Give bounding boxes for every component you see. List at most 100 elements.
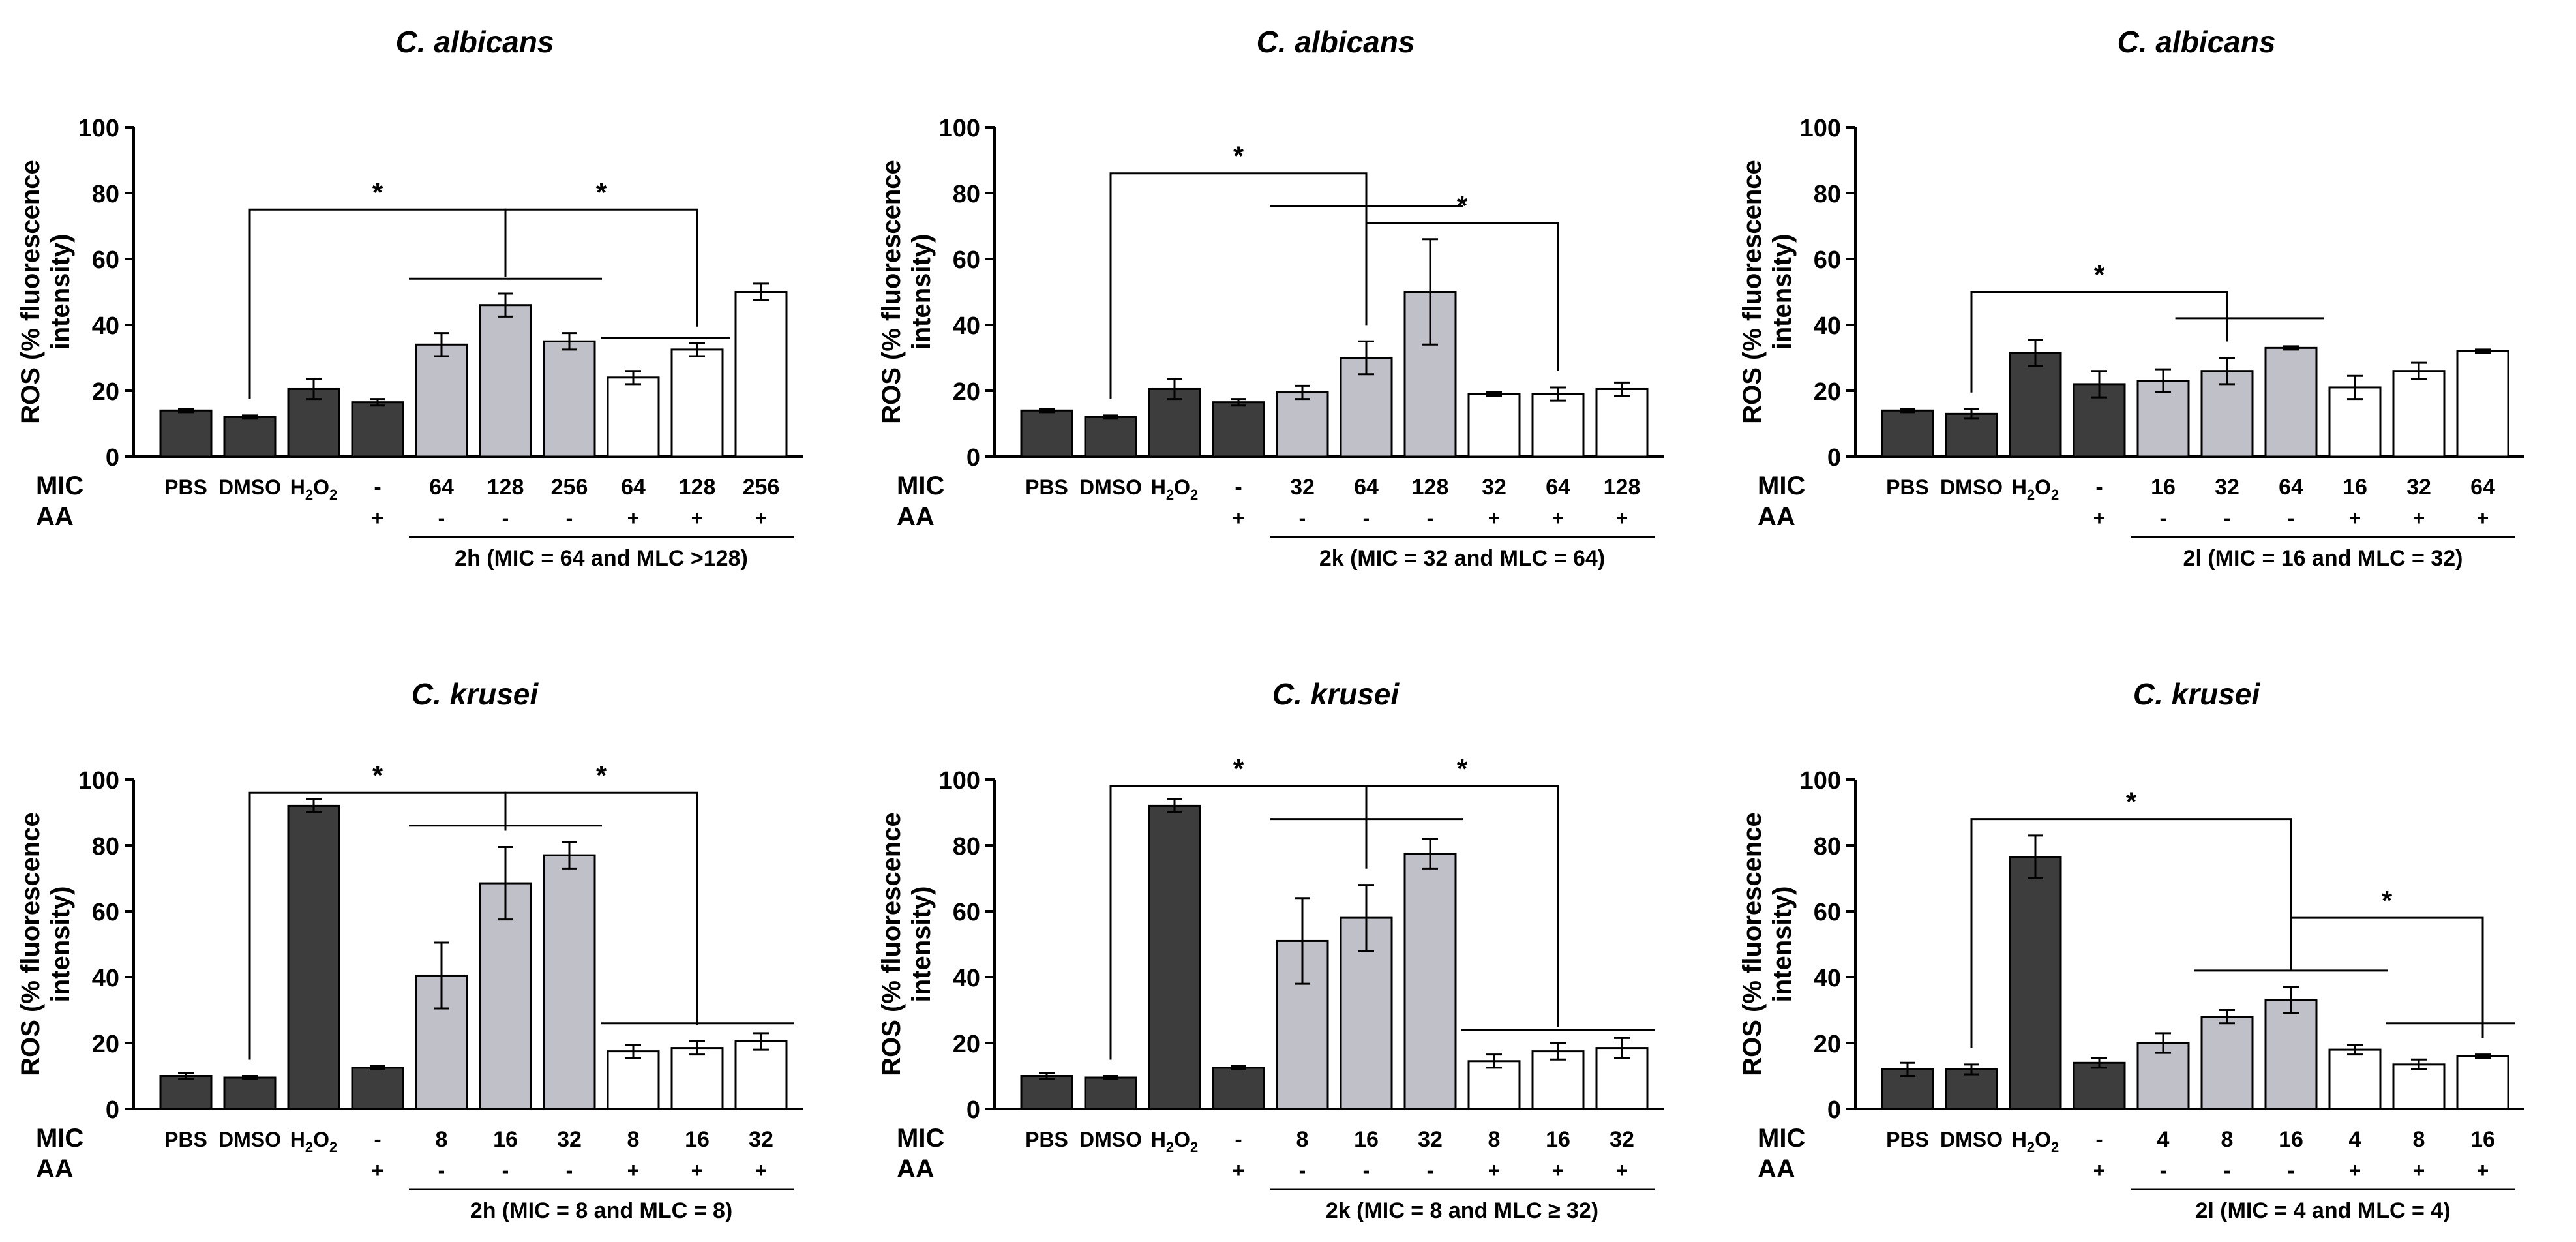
bar: [1020, 409, 1073, 458]
category-label: PBS: [1886, 476, 1929, 499]
significance-bracket: [504, 208, 698, 327]
aa-value: +: [1233, 506, 1245, 530]
mic-value: 16: [493, 1127, 518, 1152]
bar: [2392, 370, 2446, 458]
mic-value: 32: [557, 1127, 582, 1152]
bar: [223, 1076, 277, 1110]
aa-value: +: [627, 1159, 640, 1182]
mic-value: 32: [2406, 475, 2431, 500]
mic-value: 16: [685, 1127, 710, 1152]
y-tick-label: 60: [92, 899, 119, 926]
mic-value: 8: [2413, 1127, 2425, 1152]
bar: [1212, 401, 1265, 458]
bar: [1531, 393, 1585, 458]
bar: [1595, 387, 1649, 458]
y-tick-label: 20: [953, 1031, 980, 1058]
y-tick-label: 0: [106, 444, 119, 472]
y-tick-label: 100: [939, 767, 980, 795]
y-tick-label: 100: [78, 115, 119, 142]
significance-star: *: [596, 177, 607, 207]
mic-value: 16: [2151, 475, 2176, 500]
chart-title: C. albicans: [1257, 25, 1415, 59]
aa-value: +: [1233, 1159, 1245, 1182]
bar: [1945, 412, 1998, 458]
y-tick-label: 0: [106, 1097, 119, 1124]
aa-value: +: [372, 506, 384, 530]
significance-bracket: [1365, 785, 1559, 1027]
y-tick-label: 100: [939, 115, 980, 142]
significance-star: *: [372, 177, 383, 207]
y-tick-label: 60: [953, 247, 980, 274]
y-tick-label: 60: [953, 899, 980, 926]
category-label: DMSO: [1940, 1128, 2003, 1151]
y-tick-label: 100: [1800, 767, 1841, 795]
significance-star: *: [2094, 260, 2105, 290]
chart-title: C. albicans: [2118, 25, 2276, 59]
bar: [351, 401, 404, 458]
bar: [2073, 1061, 2126, 1110]
compound-label: 2k (MIC = 8 and MLC ≥ 32): [1326, 1198, 1598, 1223]
mic-value: 256: [743, 475, 780, 500]
significance-bracket: [1970, 291, 2228, 393]
y-axis-label-line2: intensity): [907, 886, 936, 1003]
y-tick-label: 0: [1827, 1097, 1841, 1124]
mic-value: 64: [2470, 475, 2495, 500]
mic-value: 8: [2221, 1127, 2234, 1152]
aa-row-label: AA: [36, 1155, 74, 1183]
aa-row-label: AA: [36, 502, 74, 531]
chart-panel: C. albicans ROS (% fluorescenceintensity)…: [16, 25, 803, 571]
mic-value: 32: [1290, 475, 1315, 500]
mic-row-label: MIC: [1758, 472, 1805, 500]
aa-row-label: AA: [897, 502, 935, 531]
y-tick-label: 80: [953, 833, 980, 860]
mic-value: -: [374, 1127, 381, 1152]
bar: [1084, 1076, 1137, 1110]
bar: [2392, 1063, 2446, 1110]
aa-value: -: [2224, 1159, 2231, 1182]
bar: [223, 416, 277, 458]
mic-value: -: [2095, 475, 2103, 500]
aa-value: +: [2093, 506, 2106, 530]
bar: [1467, 1060, 1521, 1110]
bar: [2328, 1048, 2382, 1110]
bar: [287, 387, 340, 458]
y-tick-label: 80: [92, 181, 119, 208]
mic-value: 16: [1546, 1127, 1570, 1152]
aa-row-label: AA: [1758, 1155, 1795, 1183]
y-axis-label: ROS (% fluorescenceintensity): [16, 160, 75, 424]
y-tick-label: 80: [1814, 833, 1841, 860]
y-axis-label-line1: ROS (% fluorescence: [877, 812, 906, 1076]
aa-value: -: [502, 1159, 509, 1182]
y-tick-label: 40: [92, 965, 119, 992]
y-tick-label: 20: [92, 378, 119, 406]
significance-bracket: [1970, 818, 2292, 1048]
aa-value: -: [2224, 506, 2231, 530]
significance-star: *: [1457, 190, 1468, 220]
aa-value: +: [372, 1159, 384, 1182]
aa-value: +: [691, 506, 704, 530]
aa-value: +: [2349, 1159, 2361, 1182]
bar: [2200, 1016, 2254, 1110]
aa-value: -: [438, 1159, 445, 1182]
y-axis-label: ROS (% fluorescenceintensity): [16, 812, 75, 1076]
category-label: H2O2: [2012, 476, 2059, 503]
category-label: PBS: [164, 1128, 207, 1151]
chart-panel: C. albicans ROS (% fluorescenceintensity)…: [1738, 25, 2524, 571]
aa-value: +: [1488, 506, 1501, 530]
mic-value: 16: [2279, 1127, 2303, 1152]
y-axis-label: ROS (% fluorescenceintensity): [1738, 160, 1797, 424]
chart-title: C. krusei: [412, 677, 539, 711]
category-label: PBS: [1025, 476, 1068, 499]
bar: [734, 291, 788, 458]
aa-value: -: [2288, 506, 2295, 530]
chart-panel: C. krusei ROS (% fluorescenceintensity) 0 2…: [16, 677, 803, 1223]
mic-value: 256: [551, 475, 588, 500]
aa-value: +: [2477, 1159, 2489, 1182]
mic-value: 32: [1482, 475, 1506, 500]
mic-value: 64: [1354, 475, 1379, 500]
y-axis-label: ROS (% fluorescenceintensity): [877, 160, 936, 424]
y-tick-label: 20: [1814, 1031, 1841, 1058]
mic-value: 128: [1604, 475, 1641, 500]
category-label: PBS: [1886, 1128, 1929, 1151]
